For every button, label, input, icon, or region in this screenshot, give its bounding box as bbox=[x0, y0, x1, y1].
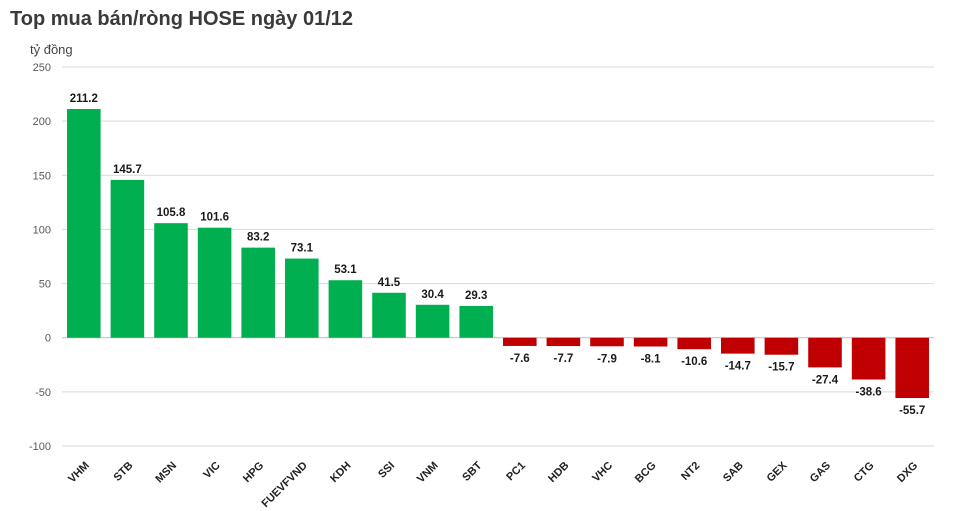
x-tick-label: SSI bbox=[376, 460, 397, 481]
bar bbox=[372, 292, 406, 338]
data-label: -55.7 bbox=[899, 405, 925, 417]
bar bbox=[67, 109, 101, 338]
data-label: 53.1 bbox=[334, 264, 357, 276]
bar bbox=[764, 337, 799, 355]
y-tick-label: 0 bbox=[45, 333, 51, 345]
chart-title: Top mua bán/ròng HOSE ngày 01/12 bbox=[10, 8, 354, 30]
bar bbox=[154, 223, 188, 338]
bar bbox=[459, 305, 493, 338]
data-label: 101.6 bbox=[200, 212, 229, 224]
data-labels: 211.2 145.7 105.8 101.6 83.2 73.1 53.1 41.5 30.4… bbox=[70, 93, 926, 417]
bar bbox=[633, 337, 668, 347]
data-label: -7.6 bbox=[510, 353, 530, 365]
x-tick-label: VHM bbox=[66, 460, 92, 486]
data-label: 105.8 bbox=[157, 207, 186, 219]
x-tick-label: NT2 bbox=[679, 460, 702, 483]
x-tick-label: VIC bbox=[201, 460, 222, 481]
y-axis-unit-label: tỷ đồng bbox=[30, 42, 73, 57]
x-tick-label: MSN bbox=[153, 460, 179, 486]
data-label: 29.3 bbox=[465, 290, 487, 302]
bar bbox=[285, 258, 319, 338]
x-tick-label: BCG bbox=[633, 460, 659, 486]
y-tick-label: 100 bbox=[33, 224, 51, 236]
x-tick-label: DXG bbox=[895, 460, 920, 485]
x-tick-label: HPG bbox=[241, 460, 266, 485]
y-tick-label: 250 bbox=[33, 62, 51, 74]
y-tick-label: -50 bbox=[35, 387, 51, 399]
data-label: -38.6 bbox=[855, 387, 881, 399]
y-tick-label: 150 bbox=[33, 170, 51, 182]
x-tick-label: GAS bbox=[808, 460, 833, 485]
data-label: -8.1 bbox=[641, 353, 661, 365]
x-tick-label: KDH bbox=[328, 460, 353, 485]
x-tick-label: VHC bbox=[590, 460, 615, 485]
x-tick-label: STB bbox=[111, 460, 135, 484]
bar bbox=[241, 247, 275, 338]
bar bbox=[721, 337, 755, 354]
y-tick-label: -100 bbox=[29, 441, 51, 453]
bar bbox=[197, 227, 232, 338]
bars bbox=[67, 109, 929, 399]
gridlines bbox=[62, 66, 934, 447]
x-tick-label: VNM bbox=[415, 460, 441, 486]
bar bbox=[110, 179, 145, 338]
x-tick-label: SBT bbox=[460, 459, 484, 483]
data-label: -10.6 bbox=[681, 356, 707, 368]
y-tick-label: 50 bbox=[39, 279, 51, 291]
bar bbox=[590, 337, 624, 347]
bar bbox=[546, 337, 581, 347]
data-label: 83.2 bbox=[247, 232, 269, 244]
data-label: 73.1 bbox=[291, 243, 314, 255]
x-tick-label: CTG bbox=[852, 460, 877, 485]
bar bbox=[677, 337, 711, 350]
data-label: -7.7 bbox=[553, 353, 573, 365]
bar bbox=[895, 337, 929, 399]
x-tick-label: PC1 bbox=[504, 460, 528, 484]
data-label: -7.9 bbox=[597, 353, 617, 365]
data-label: -14.7 bbox=[725, 361, 751, 373]
data-label: 145.7 bbox=[113, 164, 142, 176]
bar bbox=[328, 280, 363, 338]
x-tick-label: GEX bbox=[765, 459, 790, 484]
data-label: -15.7 bbox=[768, 362, 794, 374]
data-label: 41.5 bbox=[378, 277, 401, 289]
data-label: 30.4 bbox=[421, 289, 444, 301]
y-tick-label: 200 bbox=[33, 116, 51, 128]
x-tick-label: HDB bbox=[546, 460, 571, 485]
x-tick-label: SAB bbox=[721, 460, 746, 485]
data-label: -27.4 bbox=[812, 374, 839, 386]
data-label: 211.2 bbox=[70, 93, 98, 105]
bar bbox=[808, 337, 842, 368]
x-tick-label: FUEVFVND bbox=[260, 460, 310, 510]
bar bbox=[851, 337, 886, 380]
y-axis-ticks: 250 200 150 100 50 0 -50 -100 bbox=[29, 62, 51, 453]
bar bbox=[503, 337, 537, 346]
bar bbox=[415, 304, 450, 338]
